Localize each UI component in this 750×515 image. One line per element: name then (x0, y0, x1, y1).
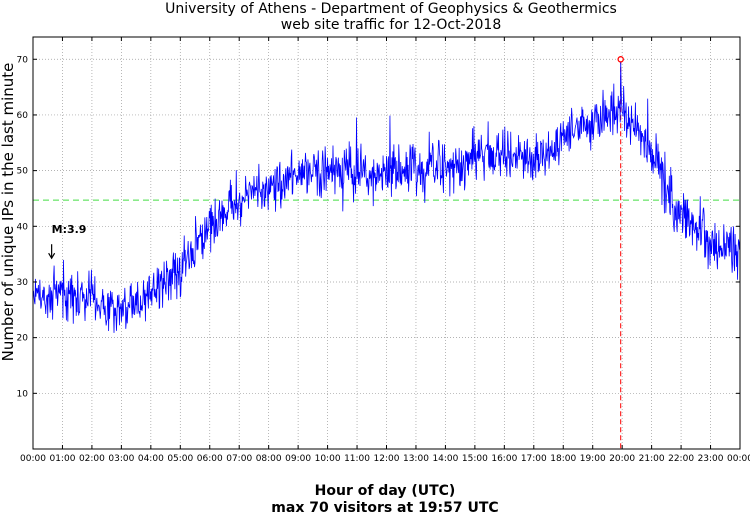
x-tick-label: 20:00 (609, 454, 635, 464)
y-tick-label: 70 (17, 55, 29, 65)
x-tick-label: 14:00 (432, 454, 458, 464)
y-tick-label: 60 (17, 111, 29, 121)
y-axis-ticks: 10 20 30 40 50 60 70 (17, 55, 740, 399)
x-tick-label: 19:00 (580, 454, 606, 464)
x-tick-label: 06:00 (197, 454, 223, 464)
grid (33, 37, 740, 449)
y-tick-label: 50 (17, 167, 29, 177)
x-tick-label: 00:00 (727, 454, 750, 464)
annotation-arrow-head (48, 252, 56, 260)
x-tick-label: 13:00 (403, 454, 429, 464)
x-tick-label: 11:00 (344, 454, 370, 464)
x-tick-label: 17:00 (521, 454, 547, 464)
chart-title: University of Athens - Department of Geo… (165, 1, 617, 17)
plot-frame (32, 36, 741, 450)
chart-caption: max 70 visitors at 19:57 UTC (271, 500, 498, 515)
y-tick-label: 40 (17, 222, 29, 232)
x-tick-label: 03:00 (108, 454, 134, 464)
x-tick-label: 00:00 (20, 454, 46, 464)
x-tick-label: 16:00 (491, 454, 517, 464)
y-tick-label: 30 (17, 278, 29, 288)
x-tick-label: 22:00 (668, 454, 694, 464)
y-tick-label: 10 (17, 389, 29, 399)
y-tick-label: 20 (17, 334, 29, 344)
x-tick-label: 07:00 (226, 454, 252, 464)
x-axis-label: Hour of day (UTC) (315, 483, 456, 499)
x-tick-label: 04:00 (138, 454, 164, 464)
x-axis-ticks: 00:00 01:00 02:00 03:00 04:00 05:00 06:00 07:00… (20, 37, 750, 464)
x-tick-label: 10:00 (315, 454, 341, 464)
x-tick-label: 08:00 (256, 454, 282, 464)
x-tick-label: 21:00 (639, 454, 665, 464)
x-tick-label: 18:00 (550, 454, 576, 464)
x-tick-label: 09:00 (285, 454, 311, 464)
x-tick-label: 01:00 (49, 454, 75, 464)
earthquake-annotation: M:3.9 (48, 223, 87, 260)
x-tick-label: 23:00 (698, 454, 724, 464)
annotation-label: M:3.9 (52, 223, 87, 236)
max-marker (617, 56, 624, 63)
x-tick-label: 05:00 (167, 454, 193, 464)
series-line (32, 59, 741, 333)
x-tick-label: 02:00 (79, 454, 105, 464)
x-tick-label: 12:00 (374, 454, 400, 464)
x-tick-label: 15:00 (462, 454, 488, 464)
series-group (32, 59, 741, 333)
y-axis-label: Number of unique IPs in the last minute (0, 63, 17, 362)
chart-subtitle: web site traffic for 12-Oct-2018 (281, 17, 502, 33)
